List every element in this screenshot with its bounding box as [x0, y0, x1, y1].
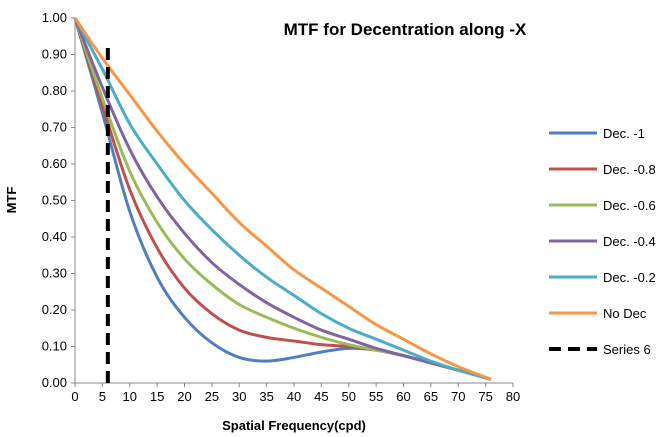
series-line-3 — [73, 17, 492, 381]
x-axis-label: Spatial Frequency(cpd) — [222, 418, 366, 433]
x-tick-label: 40 — [287, 389, 301, 404]
series-line-4 — [73, 17, 492, 381]
x-tick-label: 20 — [177, 389, 191, 404]
y-tick-label: 0.60 — [42, 156, 67, 171]
x-tick-label: 65 — [424, 389, 438, 404]
x-tick-label: 0 — [71, 389, 78, 404]
legend-label: Dec. -0.2 — [603, 270, 656, 285]
y-axis-label: MTF — [4, 187, 19, 214]
x-tick-label: 80 — [506, 389, 520, 404]
x-tick-label: 35 — [259, 389, 273, 404]
x-axis-ticks: 0 5 10 15 20 25 30 35 40 45 50 55 60 65 70 75 80 — [71, 383, 520, 404]
x-tick-label: 70 — [451, 389, 465, 404]
y-tick-label: 0.40 — [42, 229, 67, 244]
legend-label: Series 6 — [603, 342, 651, 357]
series-line-6 — [73, 17, 492, 381]
y-tick-label: 0.90 — [42, 47, 67, 62]
y-tick-label: 0.30 — [42, 266, 67, 281]
y-tick-label: 0.20 — [42, 302, 67, 317]
legend-label: Dec. -0.8 — [603, 162, 656, 177]
x-tick-label: 30 — [232, 389, 246, 404]
x-tick-label: 75 — [478, 389, 492, 404]
x-tick-label: 45 — [314, 389, 328, 404]
legend-label: No Dec — [603, 306, 647, 321]
y-axis-ticks: 0.00 0.10 0.20 0.30 0.40 0.50 0.60 0.70 0.80 0.90… — [42, 10, 75, 390]
x-tick-label: 60 — [396, 389, 410, 404]
y-tick-label: 0.70 — [42, 120, 67, 135]
x-tick-label: 50 — [342, 389, 356, 404]
x-tick-label: 5 — [99, 389, 106, 404]
y-tick-label: 0.50 — [42, 193, 67, 208]
y-tick-label: 1.00 — [42, 10, 67, 25]
y-tick-label: 0.80 — [42, 83, 67, 98]
x-tick-label: 55 — [369, 389, 383, 404]
y-tick-label: 0.10 — [42, 339, 67, 354]
series-lines — [73, 17, 492, 383]
chart-title: MTF for Decentration along -X — [284, 20, 527, 39]
legend-label: Dec. -0.6 — [603, 198, 656, 213]
x-tick-label: 10 — [123, 389, 137, 404]
legend: Dec. -1 Dec. -0.8 Dec. -0.6 Dec. -0.4 Dec. -… — [549, 126, 656, 357]
y-tick-label: 0.00 — [42, 375, 67, 390]
series-line-5 — [73, 17, 492, 381]
x-tick-label: 25 — [205, 389, 219, 404]
legend-label: Dec. -1 — [603, 126, 645, 141]
x-tick-label: 15 — [150, 389, 164, 404]
legend-label: Dec. -0.4 — [603, 234, 656, 249]
